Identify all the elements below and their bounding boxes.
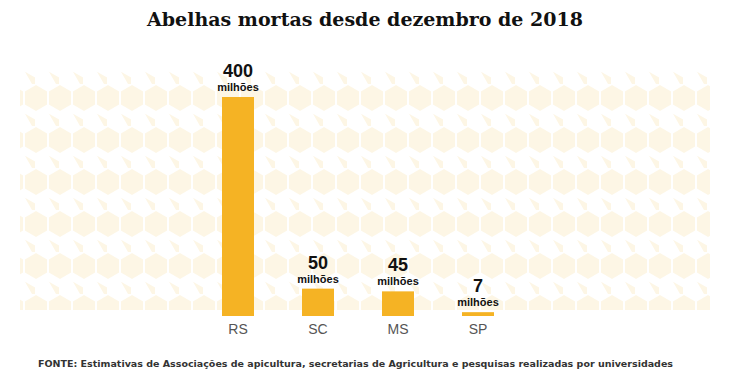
- html-text:FONTE: Estimativas de Associaç: FONTE: Estimativas de Associações de api…: [38, 358, 673, 369]
- svg-text:SC: SC: [308, 321, 327, 337]
- svg-text:50: 50: [308, 253, 328, 273]
- svg-text:7: 7: [473, 276, 483, 296]
- svg-text:milhões: milhões: [217, 81, 259, 93]
- svg-text:400: 400: [223, 61, 253, 81]
- svg-text:45: 45: [388, 255, 408, 275]
- svg-text:milhões: milhões: [297, 273, 339, 285]
- svg-text:milhões: milhões: [457, 296, 499, 308]
- svg-text:RS: RS: [228, 321, 247, 337]
- svg-text:SP: SP: [469, 321, 488, 337]
- svg-text:MS: MS: [388, 321, 409, 337]
- html-text:Abelhas mortas desde dezembro: Abelhas mortas desde dezembro de 2018: [147, 8, 583, 30]
- svg-text:milhões: milhões: [377, 275, 419, 287]
